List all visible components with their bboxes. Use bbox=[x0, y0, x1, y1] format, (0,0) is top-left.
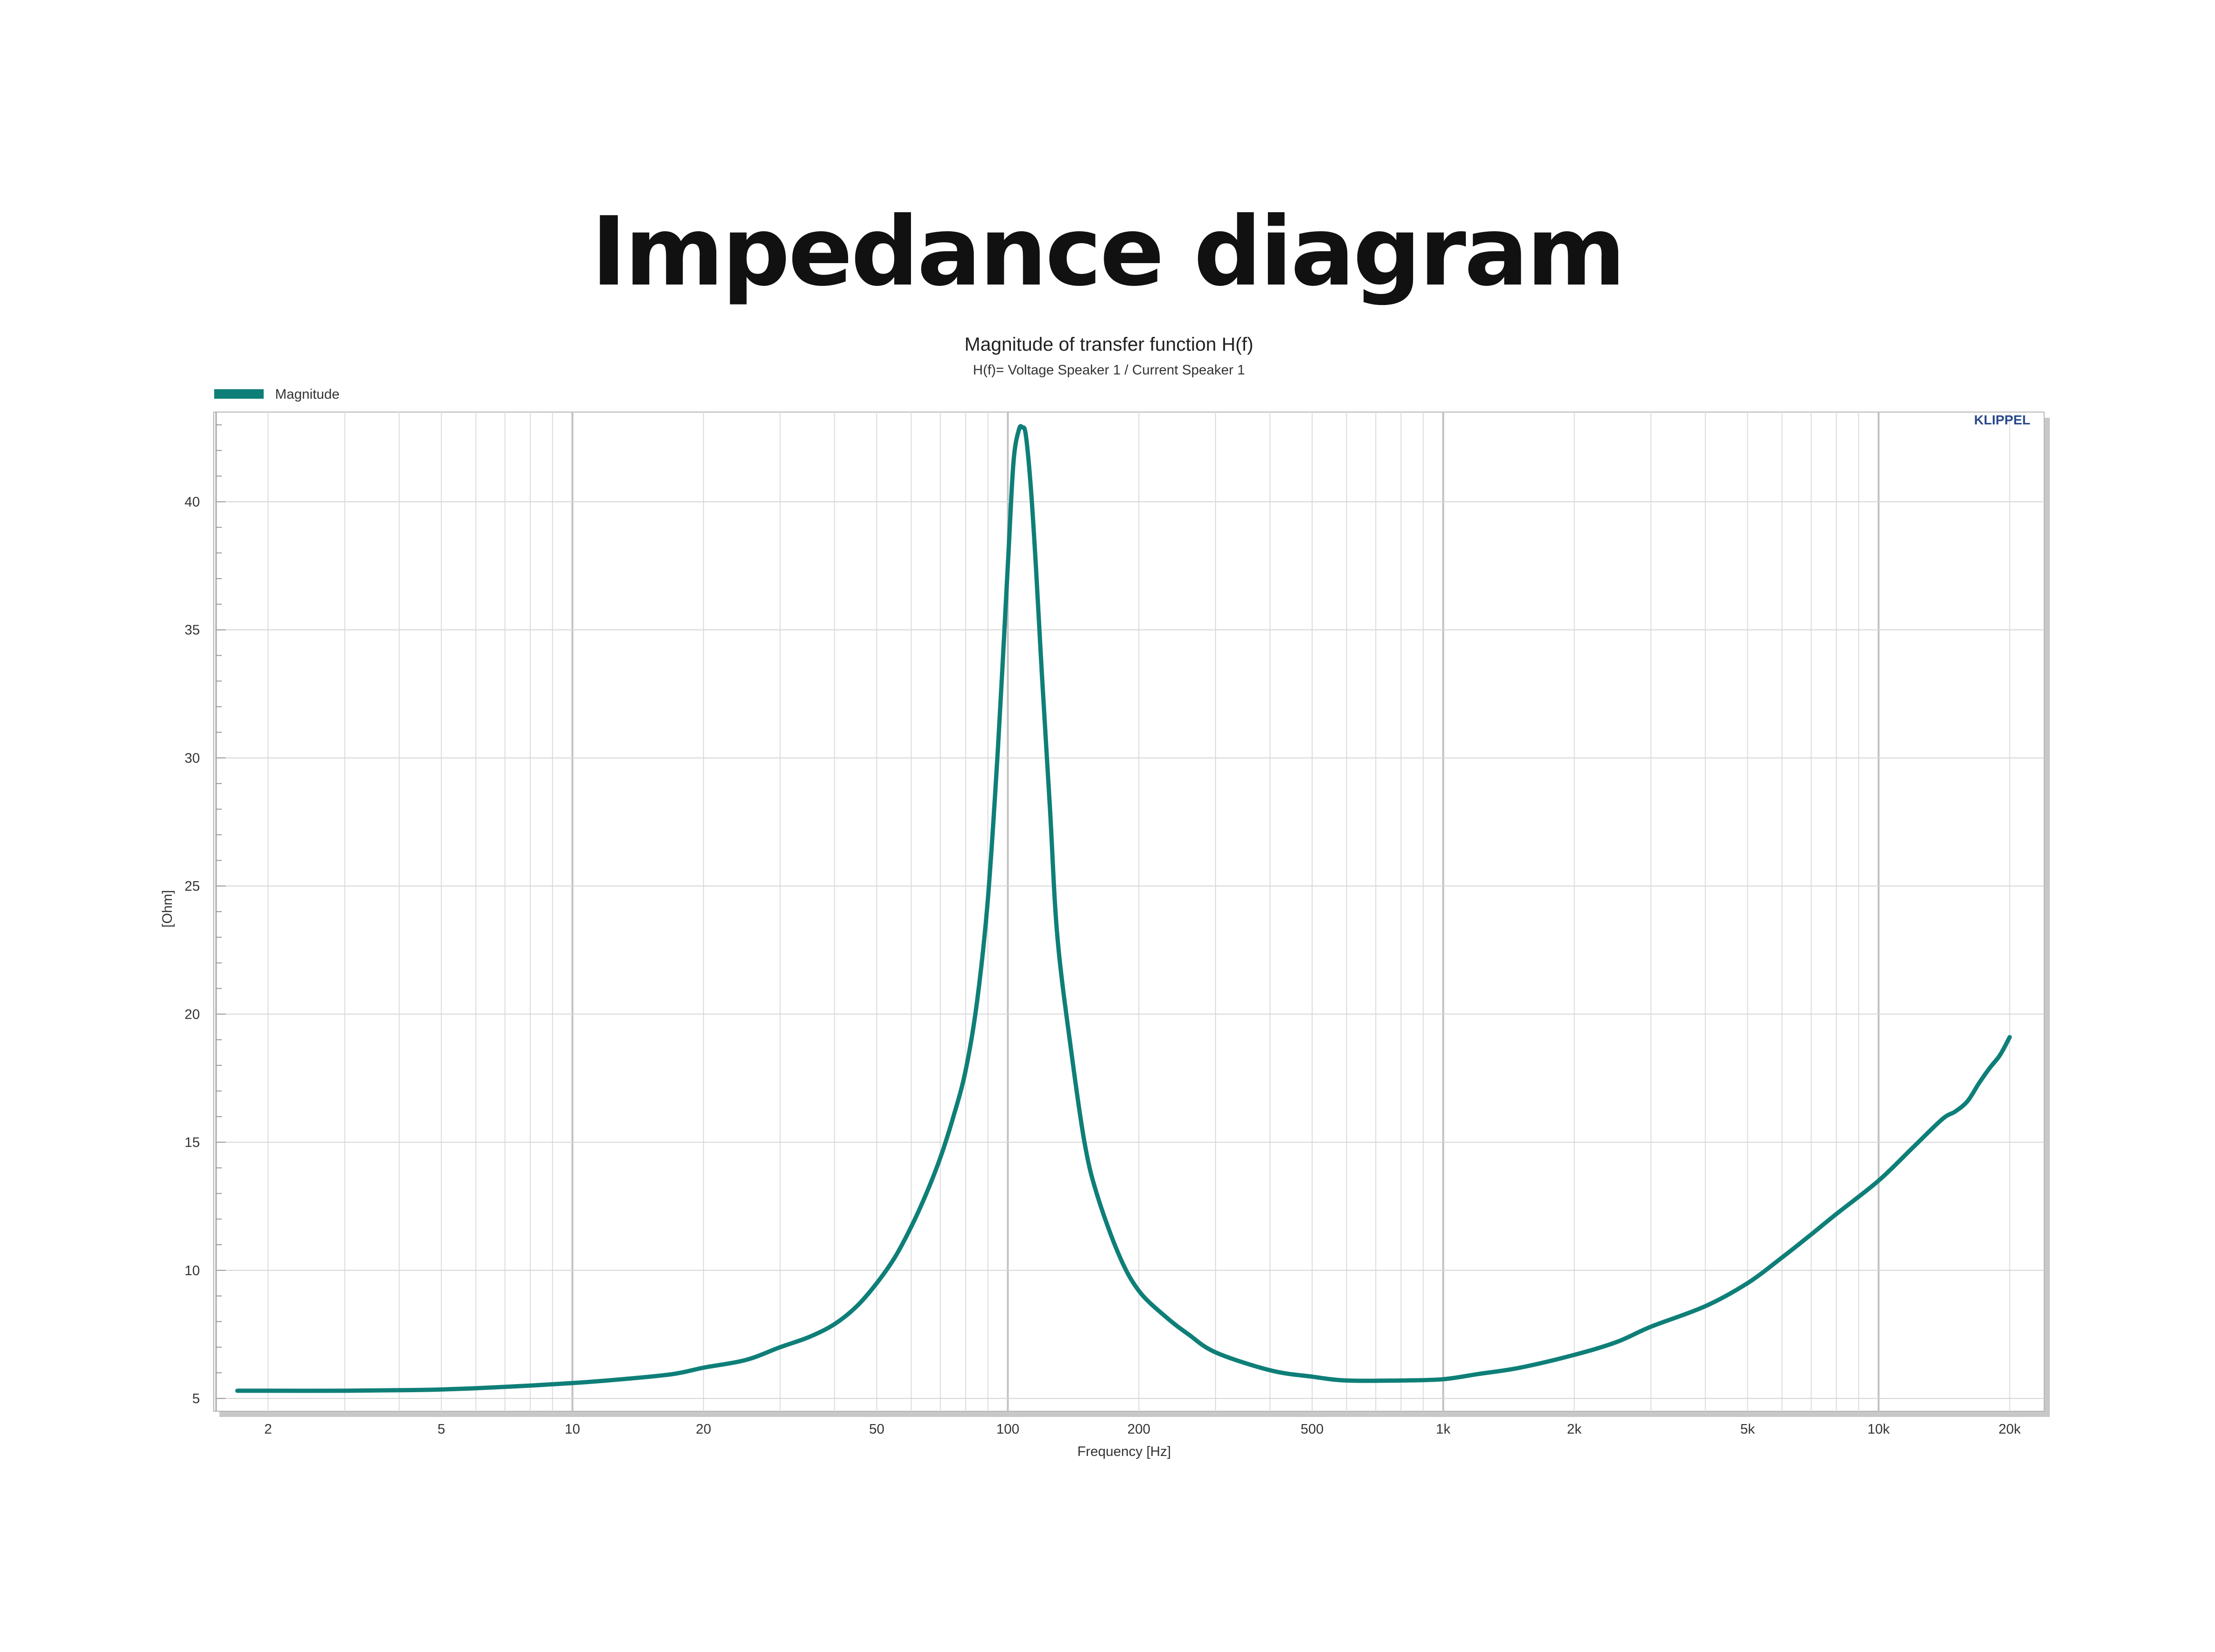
chart-title: Magnitude of transfer function H(f) bbox=[965, 334, 1254, 355]
x-tick-label: 5 bbox=[437, 1422, 445, 1437]
x-tick-label: 20k bbox=[1998, 1422, 2021, 1437]
y-tick-label: 35 bbox=[185, 623, 200, 638]
x-tick-label: 10k bbox=[1868, 1422, 1890, 1437]
grid bbox=[214, 412, 2044, 1411]
legend-swatch-magnitude bbox=[214, 389, 264, 399]
series-line-magnitude bbox=[235, 424, 2012, 1393]
x-tick-label: 5k bbox=[1740, 1422, 1755, 1437]
y-axis-label: [Ohm] bbox=[160, 890, 175, 928]
y-tick-label: 15 bbox=[185, 1135, 200, 1150]
x-tick-label: 10 bbox=[565, 1422, 580, 1437]
x-tick-label: 20 bbox=[696, 1422, 711, 1437]
x-tick-label: 100 bbox=[996, 1422, 1019, 1437]
legend: Magnitude bbox=[214, 387, 339, 402]
legend-label-magnitude: Magnitude bbox=[275, 387, 339, 402]
x-tick-label: 2k bbox=[1567, 1422, 1582, 1437]
x-tick-label: 2 bbox=[264, 1422, 272, 1437]
y-tick-label: 25 bbox=[185, 879, 200, 894]
page-title: Impedance diagram bbox=[591, 197, 1626, 307]
x-axis-ticks: 2 5 10 20 50 100 200 500 1k 2k 5k 10k 20k bbox=[264, 1422, 2021, 1437]
x-axis-label: Frequency [Hz] bbox=[1078, 1444, 1171, 1459]
y-tick-label: 40 bbox=[185, 494, 200, 510]
x-tick-label: 50 bbox=[869, 1422, 884, 1437]
series bbox=[235, 424, 2012, 1393]
x-tick-label: 200 bbox=[1127, 1422, 1150, 1437]
y-tick-label: 5 bbox=[192, 1391, 200, 1406]
plot-area bbox=[213, 412, 2045, 1412]
klippel-watermark: KLIPPEL bbox=[1974, 413, 2030, 427]
y-axis-ticks: 5 10 15 20 25 30 35 40 bbox=[185, 424, 226, 1406]
x-tick-label: 1k bbox=[1436, 1422, 1451, 1437]
x-tick-label: 500 bbox=[1301, 1422, 1324, 1437]
y-tick-label: 10 bbox=[185, 1263, 200, 1278]
y-tick-label: 20 bbox=[185, 1007, 200, 1022]
y-tick-label: 30 bbox=[185, 751, 200, 766]
chart-subtitle: H(f)= Voltage Speaker 1 / Current Speake… bbox=[973, 363, 1245, 378]
